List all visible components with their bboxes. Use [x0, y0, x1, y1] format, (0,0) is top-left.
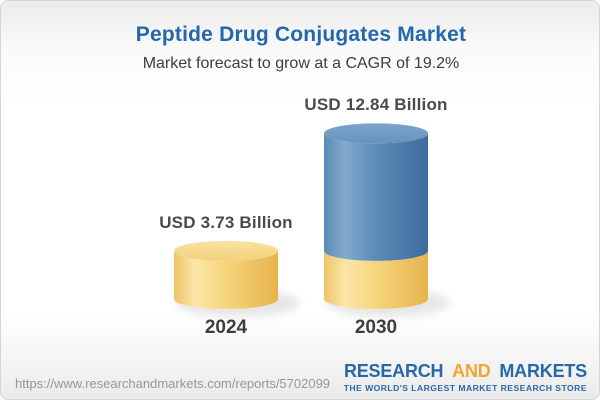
bar-value-2030: USD 12.84 Billion	[304, 95, 448, 115]
report-url[interactable]: https://www.researchandmarkets.com/repor…	[15, 376, 331, 391]
logo-word-research: RESEARCH	[343, 361, 444, 381]
page-subtitle: Market forecast to grow at a CAGR of 19.…	[142, 55, 460, 72]
bar-category-2030: 2030	[354, 317, 398, 338]
bar-category-2024: 2024	[204, 317, 248, 338]
logo-word-markets: MARKETS	[499, 361, 587, 381]
chart-header: Peptide Drug Conjugates Market Market fo…	[1, 23, 599, 73]
bar-value-2024: USD 3.73 Billion	[159, 212, 293, 232]
logo-wordmark: RESEARCH AND MARKETS	[344, 361, 587, 382]
page-title: Peptide Drug Conjugates Market	[135, 23, 467, 46]
research-and-markets-logo: RESEARCH AND MARKETS THE WORLD'S LARGEST…	[343, 361, 588, 393]
logo-word-and: AND	[452, 361, 491, 381]
logo-tagline: THE WORLD'S LARGEST MARKET RESEARCH STOR…	[343, 383, 587, 393]
